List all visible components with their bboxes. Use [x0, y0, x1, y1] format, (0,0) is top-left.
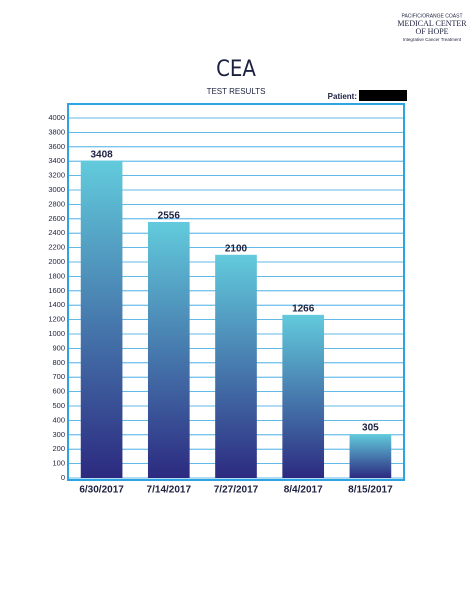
data-label: 2100: [225, 243, 248, 254]
bar: [80, 160, 123, 478]
bar: [147, 221, 190, 478]
y-tick-label: 600: [52, 387, 65, 396]
x-tick-label: 7/14/2017: [147, 485, 192, 496]
y-tick-label: 900: [52, 343, 65, 352]
logo-line: OF HOPE: [415, 27, 448, 36]
logo-line: Integrative Cancer Treatment: [403, 37, 462, 42]
y-tick-label: 1400: [48, 300, 65, 309]
y-tick-label: 1800: [48, 271, 65, 280]
y-tick-label: 500: [52, 401, 65, 410]
y-tick-label: 200: [52, 444, 65, 453]
y-tick-label: 3200: [48, 171, 65, 180]
data-label: 1266: [292, 303, 315, 314]
data-label: 3408: [90, 149, 113, 160]
y-tick-label: 0: [61, 473, 65, 482]
logo-line: MEDICAL CENTER: [397, 19, 467, 28]
patient-label: Patient:: [328, 92, 357, 101]
y-tick-label: 1600: [48, 286, 65, 295]
chart-subtitle: TEST RESULTS: [207, 87, 266, 96]
data-label: 305: [362, 423, 379, 434]
y-tick-label: 400: [52, 415, 65, 424]
y-tick-label: 2800: [48, 199, 65, 208]
x-tick-label: 8/15/2017: [348, 485, 393, 496]
x-tick-label: 8/4/2017: [284, 485, 323, 496]
y-tick-label: 4000: [48, 113, 65, 122]
y-tick-label: 2200: [48, 243, 65, 252]
y-tick-label: 2000: [48, 257, 65, 266]
logo-line: PACIFIC/ORANGE COAST: [401, 13, 462, 19]
chart-title: CEA: [216, 57, 256, 82]
y-tick-label: 3400: [48, 156, 65, 165]
y-tick-label: 1200: [48, 315, 65, 324]
bar: [215, 254, 257, 478]
y-tick-label: 2600: [48, 214, 65, 223]
bar: [282, 314, 325, 478]
y-tick-label: 3800: [48, 127, 65, 136]
data-label: 2556: [158, 211, 181, 222]
plot-border: [67, 103, 405, 481]
y-tick-label: 1000: [48, 329, 65, 338]
y-tick-label: 800: [52, 358, 65, 367]
redacted-name: [359, 90, 407, 101]
x-tick-label: 7/27/2017: [214, 485, 259, 496]
y-tick-label: 100: [52, 459, 65, 468]
y-tick-label: 3600: [48, 142, 65, 151]
x-tick-label: 6/30/2017: [79, 485, 124, 496]
y-tick-label: 300: [52, 430, 65, 439]
y-tick-label: 3000: [48, 185, 65, 194]
y-tick-label: 700: [52, 372, 65, 381]
bar: [349, 434, 392, 478]
y-tick-label: 2400: [48, 228, 65, 237]
